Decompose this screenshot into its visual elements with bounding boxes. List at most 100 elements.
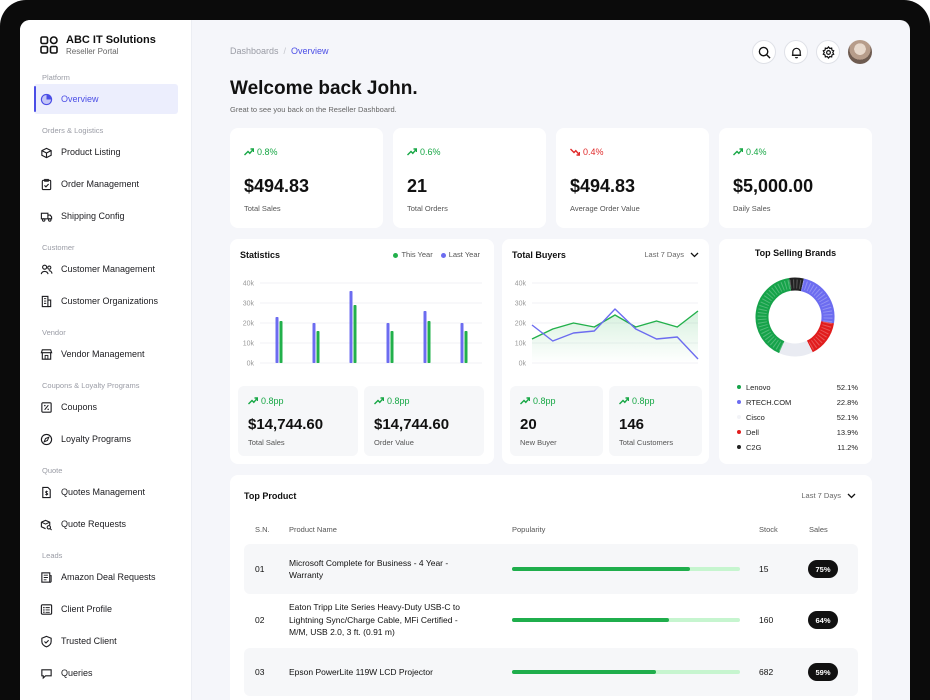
y-tick-label: 20k xyxy=(515,321,527,328)
sidebar-item-trusted-client[interactable]: Trusted Client xyxy=(34,626,178,656)
statistics-title: Statistics xyxy=(240,250,281,260)
sidebar-item-overview[interactable]: Overview xyxy=(34,84,178,114)
sidebar-item-label: Quotes Management xyxy=(61,487,146,497)
trend-up-icon xyxy=(520,397,530,405)
mini-value: $14,744.60 xyxy=(248,416,324,433)
bell-icon xyxy=(791,47,801,58)
brand[interactable]: ABC IT Solutions Reseller Portal xyxy=(40,34,156,56)
nav-group-vendor: Vendor xyxy=(42,328,66,337)
sidebar-nav: Platform Overview Orders & Logistics Produc… xyxy=(20,72,192,699)
sidebar-item-coupons[interactable]: Coupons xyxy=(34,392,178,422)
trend-down-icon xyxy=(570,148,580,156)
mini-trend-value: 0.8pp xyxy=(533,396,556,406)
brand-name: RTECH.COM xyxy=(746,397,792,407)
sidebar-item-product-listing[interactable]: Product Listing xyxy=(34,137,178,167)
stat-label: Average Order Value xyxy=(570,204,640,213)
sidebar-item-customer-management[interactable]: Customer Management xyxy=(34,254,178,284)
sidebar-item-loyalty-programs[interactable]: Loyalty Programs xyxy=(34,424,178,454)
sidebar-item-client-profile[interactable]: Client Profile xyxy=(34,594,178,624)
line-series-1 xyxy=(531,308,699,360)
nav-group-customer: Customer xyxy=(42,243,75,252)
row-product-name: Epson PowerLite 119W LCD Projector xyxy=(289,666,433,677)
popularity-bar xyxy=(512,567,740,571)
nav-group-leads: Leads xyxy=(42,551,63,560)
mini-label: Order Value xyxy=(374,438,414,447)
table-row[interactable]: 01 Microsoft Complete for Business - 4 Ye… xyxy=(244,544,858,594)
sidebar-item-quotes-management[interactable]: Quotes Management xyxy=(34,477,178,507)
popularity-bar-fill xyxy=(512,670,656,674)
product-period-dropdown[interactable]: Last 7 Days xyxy=(801,491,856,500)
row-stock: 15 xyxy=(759,564,769,574)
sidebar-item-order-management[interactable]: Order Management xyxy=(34,169,178,199)
brand-legend-row: Dell 13.9% xyxy=(737,426,858,438)
breadcrumb-root[interactable]: Dashboards xyxy=(230,46,279,56)
line-series-0 xyxy=(531,310,699,340)
sidebar-item-amazon-deal-requests[interactable]: Amazon Deal Requests xyxy=(34,562,178,592)
bar-this-year xyxy=(279,321,283,363)
box-search-icon xyxy=(40,519,52,530)
trend-up-icon xyxy=(619,397,629,405)
top-brands-donut-chart xyxy=(755,277,835,357)
sidebar-item-vendor-management[interactable]: Vendor Management xyxy=(34,339,178,369)
col-sn: S.N. xyxy=(255,525,270,534)
row-sales-badge: 75% xyxy=(808,560,838,578)
sidebar-item-quote-requests[interactable]: Quote Requests xyxy=(34,509,178,539)
popularity-bar-fill xyxy=(512,567,690,571)
search-button[interactable] xyxy=(752,40,776,64)
notifications-button[interactable] xyxy=(784,40,808,64)
stat-label: Total Orders xyxy=(407,204,448,213)
brand-name: Lenovo xyxy=(746,382,771,392)
mini-trend-value: 0.8pp xyxy=(261,396,284,406)
bar-this-year xyxy=(390,331,394,363)
col-sales: Sales xyxy=(809,525,828,534)
user-avatar[interactable] xyxy=(848,40,872,64)
y-tick-label: 40k xyxy=(515,281,527,288)
stat-label: Daily Sales xyxy=(733,204,771,213)
bar-last-year xyxy=(275,317,279,363)
donut-slice-texture xyxy=(789,279,804,290)
sidebar-item-label: Product Listing xyxy=(61,147,121,157)
ticket-percent-icon xyxy=(41,401,52,413)
stat-value: 21 xyxy=(407,176,428,196)
statistics-legend: This Year Last Year xyxy=(393,250,480,259)
donut-slice-c2g xyxy=(789,277,804,292)
buyers-period-dropdown[interactable]: Last 7 Days xyxy=(644,250,699,259)
sidebar: ABC IT Solutions Reseller Portal Platfor… xyxy=(20,20,192,700)
sidebar-item-label: Loyalty Programs xyxy=(61,434,132,444)
row-sales-badge: 59% xyxy=(808,663,838,681)
legend-this-year: This Year xyxy=(393,250,433,259)
chevron-down-icon xyxy=(690,252,699,257)
sidebar-item-shipping-config[interactable]: Shipping Config xyxy=(34,201,178,231)
boxes-icon xyxy=(41,147,52,158)
mini-trend-value: 0.8pp xyxy=(387,396,410,406)
breadcrumb: Dashboards / Overview xyxy=(230,46,329,56)
nav-group-spacer xyxy=(20,233,192,242)
sidebar-item-label: Coupons xyxy=(61,402,98,412)
sidebar-item-label: Quote Requests xyxy=(61,519,127,529)
stat-trend: 0.4% xyxy=(733,147,767,157)
mini-label: New Buyer xyxy=(520,438,557,447)
table-row[interactable]: 03 Epson PowerLite 119W LCD Projector 682 5… xyxy=(244,648,858,696)
breadcrumb-separator: / xyxy=(283,46,287,56)
y-tick-label: 10k xyxy=(515,341,527,348)
row-sn: 01 xyxy=(255,564,265,574)
id-list-icon xyxy=(40,603,53,615)
top-product-title: Top Product xyxy=(244,491,297,501)
popularity-bar xyxy=(512,618,740,622)
sidebar-item-label: Client Profile xyxy=(61,604,113,614)
stat-value: $5,000.00 xyxy=(733,176,814,196)
y-tick-label: 30k xyxy=(243,301,255,308)
nav-group-platform: Platform xyxy=(42,73,70,82)
sidebar-item-queries[interactable]: Queries xyxy=(34,658,178,688)
table-row[interactable]: 02 Eaton Tripp Lite Series Heavy-Duty USB… xyxy=(244,594,858,646)
settings-button[interactable] xyxy=(816,40,840,64)
brand-pct: 11.2% xyxy=(837,442,858,452)
row-stock: 682 xyxy=(759,667,774,677)
file-dollar-icon xyxy=(42,486,51,498)
stat-card: 0.8% $494.83 Total Sales xyxy=(230,128,383,228)
truck-icon xyxy=(40,212,53,222)
bar-this-year xyxy=(316,331,320,363)
sidebar-item-customer-organizations[interactable]: Customer Organizations xyxy=(34,286,178,316)
product-period-label: Last 7 Days xyxy=(801,491,841,500)
brand-legend-row: Cisco 52.1% xyxy=(737,411,858,423)
